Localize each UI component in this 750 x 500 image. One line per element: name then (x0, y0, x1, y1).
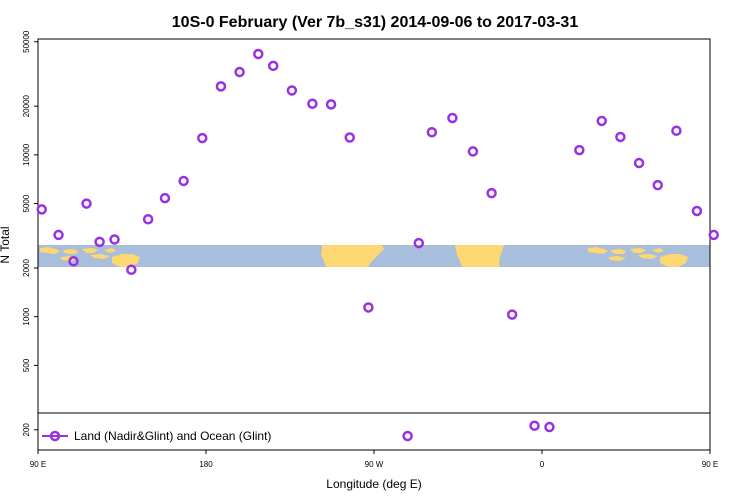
x-axis: 90 E 180 90 W 0 90 E (30, 450, 718, 469)
data-point-0 (36, 204, 47, 215)
data-point-8 (159, 192, 171, 204)
legend: Land (Nadir&Glint) and Ocean (Glint) (42, 429, 271, 443)
data-point-21 (413, 237, 425, 249)
data-point-25 (486, 187, 497, 199)
data-point-2 (68, 256, 79, 267)
data-point-24 (467, 146, 479, 157)
map-land-indonesia-right (588, 247, 664, 261)
data-point-12 (234, 66, 245, 78)
y-tick-label-4: 5000 (22, 194, 31, 212)
y-tick-label-1: 500 (22, 358, 31, 372)
y-tick-label-3: 2000 (22, 259, 31, 277)
data-point-26 (506, 309, 518, 320)
map-land-australia-left (112, 254, 140, 267)
data-point-10 (197, 132, 208, 144)
data-point-36 (708, 229, 719, 241)
map-land-australia-right (660, 254, 688, 267)
data-point-16 (307, 98, 318, 109)
x-tick-label-4: 90 E (702, 460, 718, 469)
data-point-18 (344, 132, 355, 143)
legend-label: Land (Nadir&Glint) and Ocean (Glint) (74, 429, 271, 443)
chart-title: 10S-0 February (Ver 7b_s31) 2014-09-06 t… (172, 14, 579, 31)
data-point-20 (402, 430, 413, 442)
data-point-17 (325, 99, 337, 110)
y-tick-label-2: 1000 (22, 307, 31, 325)
data-point-14 (267, 60, 279, 72)
data-point-1 (53, 229, 64, 241)
data-point-6 (126, 264, 137, 275)
data-point-30 (596, 115, 607, 127)
map-land-africa (455, 245, 504, 267)
data-point-3 (81, 198, 92, 209)
data-point-29 (574, 144, 585, 156)
data-point-11 (215, 81, 227, 92)
data-point-19 (363, 302, 374, 313)
data-point-22 (426, 126, 438, 138)
plot-frame (37, 38, 711, 451)
data-point-34 (671, 125, 682, 136)
x-tick-label-3: 0 (540, 460, 545, 469)
world-map-strip (38, 245, 710, 267)
data-point-7 (142, 214, 154, 225)
y-tick-label-5: 10000 (22, 143, 31, 166)
data-point-5 (109, 234, 120, 245)
data-point-15 (286, 85, 298, 96)
y-axis: 200 500 1000 2000 5000 10000 20000 50000 (22, 30, 38, 436)
data-point-31 (615, 131, 626, 143)
data-point-4 (94, 236, 105, 248)
legend-marker (49, 430, 61, 442)
map-land-south-america (321, 245, 384, 267)
y-tick-label-7: 50000 (22, 30, 31, 53)
x-tick-label-2: 90 W (365, 460, 384, 469)
data-point-13 (253, 48, 264, 60)
x-tick-label-1: 180 (199, 460, 213, 469)
map-land-indonesia-left (40, 247, 116, 261)
y-tick-label-0: 200 (22, 423, 31, 437)
data-point-9 (178, 175, 189, 187)
data-point-33 (652, 179, 663, 191)
data-point-23 (447, 112, 458, 124)
data-point-28 (544, 421, 555, 433)
data-point-27 (529, 420, 540, 431)
y-tick-label-6: 20000 (22, 94, 31, 117)
x-axis-label: Longitude (deg E) (326, 477, 421, 491)
data-point-32 (633, 157, 645, 169)
x-tick-label-0: 90 E (30, 460, 46, 469)
y-axis-label: N Total (0, 226, 12, 263)
data-points (36, 48, 719, 442)
data-point-35 (691, 205, 703, 217)
